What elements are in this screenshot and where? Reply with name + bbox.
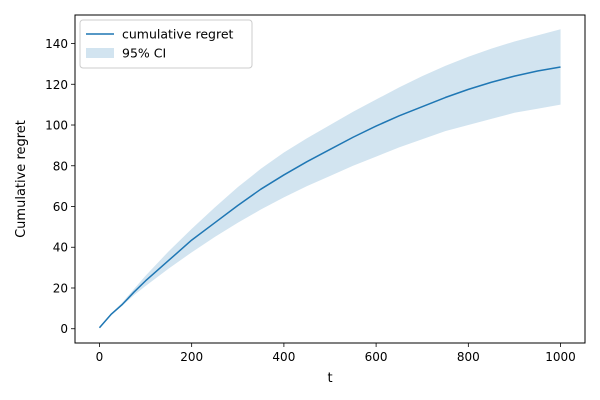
x-tick-label: 200 (180, 350, 203, 364)
y-tick-label: 60 (53, 200, 68, 214)
x-tick-label: 0 (96, 350, 104, 364)
legend-label-line: cumulative regret (122, 27, 234, 42)
x-axis-label: t (327, 371, 332, 386)
x-tick-label: 400 (272, 350, 295, 364)
y-tick-label: 100 (45, 119, 68, 133)
y-tick-label: 120 (45, 78, 68, 92)
legend-box (79, 19, 253, 69)
plot-area (98, 29, 561, 329)
legend-label-band: 95% CI (122, 46, 166, 61)
y-tick-label: 0 (60, 322, 68, 336)
y-tick-label: 140 (45, 37, 68, 51)
y-axis-label: Cumulative regret (14, 120, 29, 238)
series-line-cumulative-regret (98, 66, 561, 329)
x-tick-label: 600 (365, 350, 388, 364)
x-tick-label: 1000 (545, 350, 576, 364)
legend: cumulative regret 95% CI (79, 19, 253, 69)
x-axis: 0 200 400 600 800 1000 (96, 343, 576, 364)
x-tick-label: 800 (457, 350, 480, 364)
legend-band-swatch (86, 48, 114, 58)
series-band-ci (99, 29, 561, 328)
y-axis: 0 20 40 60 80 100 120 140 (45, 37, 75, 336)
axes-frame (74, 14, 586, 344)
y-tick-label: 40 (53, 241, 68, 255)
y-tick-label: 20 (53, 281, 68, 295)
y-tick-label: 80 (53, 159, 68, 173)
